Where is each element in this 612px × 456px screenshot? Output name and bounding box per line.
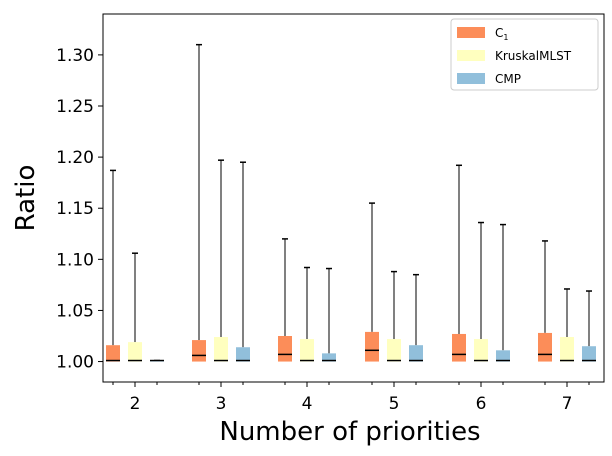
y-axis-title: Ratio	[11, 165, 41, 232]
x-axis: 2 3 4 5 6 7	[112, 382, 590, 414]
box-body	[236, 347, 250, 362]
legend-frame	[450, 18, 599, 91]
box-kruskalmlst-4	[300, 266, 314, 362]
legend: C1 KruskalMLST CMP	[450, 18, 599, 91]
legend-swatch	[457, 50, 485, 61]
box-body	[538, 332, 552, 362]
box-body	[560, 337, 574, 362]
box-c-6	[452, 164, 466, 362]
x-axis-title: Number of priorities	[219, 417, 480, 447]
box-cmp-7	[582, 290, 596, 362]
box-cmp-4	[322, 267, 336, 362]
box-body	[582, 346, 596, 362]
legend-label: C1	[495, 26, 508, 42]
box-cmp-2	[150, 359, 164, 362]
y-tick-label: 1.05	[56, 301, 94, 321]
x-tick-label: 6	[476, 394, 487, 414]
box-body	[278, 336, 292, 362]
plot-marks	[106, 43, 596, 362]
y-tick-label: 1.15	[56, 199, 94, 219]
box-body	[322, 353, 336, 362]
y-axis: 1.00 1.05 1.10 1.15 1.20 1.25 1.30	[56, 46, 103, 373]
box-kruskalmlst-3	[214, 159, 228, 362]
legend-label-text: C	[495, 26, 503, 40]
box-c-5	[365, 202, 379, 362]
box-body	[496, 350, 510, 362]
box-c-7	[538, 240, 552, 362]
box-body	[106, 345, 120, 362]
y-tick-label: 1.20	[56, 148, 94, 168]
box-kruskalmlst-7	[560, 288, 574, 362]
x-tick-label: 3	[216, 394, 227, 414]
legend-label-subscript: 1	[503, 33, 508, 42]
box-body	[474, 339, 488, 362]
box-body	[452, 333, 466, 362]
y-tick-label: 1.10	[56, 250, 94, 270]
y-tick-label: 1.00	[56, 353, 94, 373]
box-body	[300, 339, 314, 362]
box-cmp-6	[496, 223, 510, 362]
box-kruskalmlst-6	[474, 221, 488, 362]
box-kruskalmlst-2	[128, 252, 142, 362]
plot-frame	[102, 13, 605, 383]
box-body	[214, 337, 228, 362]
legend-swatch	[457, 73, 485, 84]
box-c-3	[192, 43, 206, 362]
box-cmp-5	[409, 273, 423, 362]
box-c-2	[106, 169, 120, 362]
box-cmp-3	[236, 161, 250, 362]
box-c-4	[278, 238, 292, 362]
box-body	[192, 340, 206, 362]
box-body	[128, 342, 142, 362]
x-tick-label: 7	[562, 394, 573, 414]
legend-swatch	[457, 27, 485, 38]
box-body	[409, 345, 423, 362]
legend-label: KruskalMLST	[495, 49, 572, 63]
x-tick-label: 4	[302, 394, 313, 414]
x-tick-label: 2	[130, 394, 141, 414]
y-tick-label: 1.30	[56, 46, 94, 66]
box-body	[387, 339, 401, 362]
y-tick-label: 1.25	[56, 97, 94, 117]
x-tick-label: 5	[389, 394, 400, 414]
box-kruskalmlst-5	[387, 270, 401, 362]
legend-label: CMP	[495, 72, 521, 86]
legend-label-text: CMP	[495, 72, 521, 86]
box-body	[365, 331, 379, 362]
legend-label-text: KruskalMLST	[495, 49, 572, 63]
